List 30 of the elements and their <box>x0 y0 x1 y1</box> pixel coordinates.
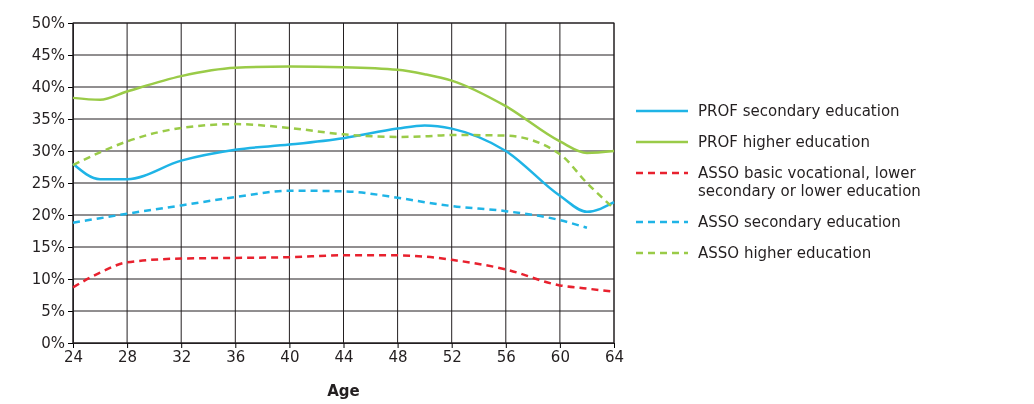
x-tick-label: 60 <box>550 347 570 366</box>
legend-label: ASSO higher education <box>698 244 872 262</box>
y-tick-label: 0% <box>41 334 65 353</box>
x-tick-label: 48 <box>388 347 408 366</box>
x-tick-label: 52 <box>442 347 462 366</box>
x-tick-label: 44 <box>334 347 354 366</box>
y-tick-label: 25% <box>31 174 65 193</box>
y-tick-label: 20% <box>31 206 65 225</box>
y-tick-label: 15% <box>31 238 65 257</box>
y-tick-label: 40% <box>31 78 65 97</box>
x-tick-label: 36 <box>226 347 246 366</box>
line-series <box>71 189 589 230</box>
x-axis-title: Age <box>327 382 360 400</box>
line-series <box>71 65 616 155</box>
x-tick-label: 56 <box>496 347 516 366</box>
x-tick-label: 24 <box>63 347 84 366</box>
y-tick-label: 5% <box>41 302 65 321</box>
legend-label: ASSO secondary education <box>698 213 901 231</box>
x-tick-label: 64 <box>604 347 625 366</box>
legend-label: PROF higher education <box>698 133 870 151</box>
y-tick-label: 45% <box>31 46 65 65</box>
y-tick-label: 30% <box>31 142 65 161</box>
y-tick-label: 50% <box>31 14 65 33</box>
y-tick-label: 10% <box>31 270 65 289</box>
x-tick-label: 40 <box>280 347 300 366</box>
legend-label: PROF secondary education <box>698 102 900 120</box>
x-tick-label: 32 <box>172 347 192 366</box>
x-tick-label: 28 <box>118 347 138 366</box>
legend-label: ASSO basic vocational, lower secondary or lower education <box>698 164 921 200</box>
y-tick-label: 35% <box>31 110 65 129</box>
